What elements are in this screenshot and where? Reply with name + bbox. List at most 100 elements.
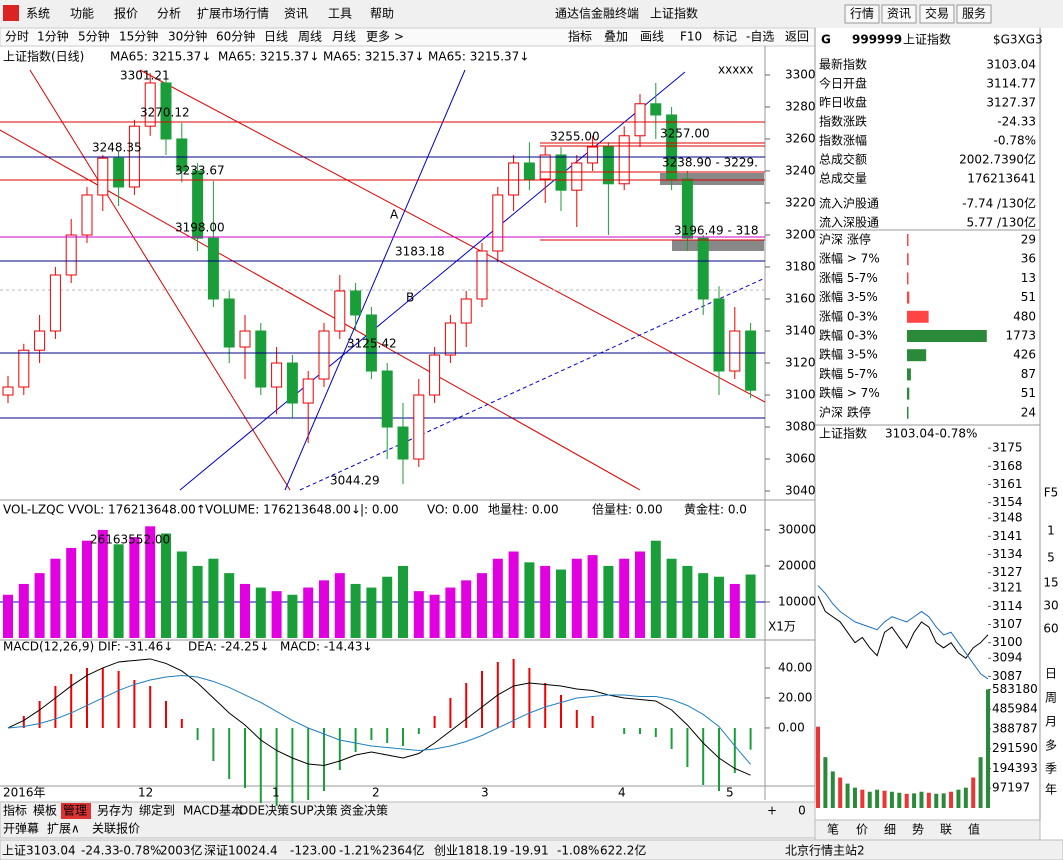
tab[interactable]: 管理	[63, 803, 87, 818]
menu-item[interactable]: 扩展市场行情	[197, 6, 269, 21]
y-tick-label: 3154	[992, 495, 1023, 509]
top-button[interactable]	[919, 4, 955, 24]
breadth-label: 涨幅 3-5%	[819, 289, 878, 304]
tab[interactable]: 模板	[33, 804, 57, 818]
sidebar-button[interactable]: 60	[1043, 622, 1058, 636]
sidebar-button[interactable]: 月	[1045, 715, 1057, 729]
tool-button[interactable]: 返回	[785, 30, 809, 44]
scroll-button[interactable]: 0	[798, 804, 806, 818]
top-button-label[interactable]: 资讯	[887, 7, 911, 21]
sidebar-button[interactable]: 季	[1045, 762, 1057, 776]
candle-body	[97, 157, 109, 196]
sidebar-button[interactable]: 1	[1047, 524, 1055, 538]
price-annotation: xxxxx	[718, 63, 754, 77]
period-tab[interactable]: 15分钟	[119, 29, 158, 44]
chart-header: 上证指数(日线)	[3, 49, 84, 64]
menu-item[interactable]: 报价	[114, 6, 138, 21]
menu-item[interactable]: 资讯	[284, 7, 308, 21]
period-tab[interactable]: 更多 >	[366, 30, 404, 44]
status-item: -1.21%	[339, 844, 381, 858]
top-button-label[interactable]: 行情	[850, 7, 874, 21]
tool-button[interactable]: 叠加	[604, 30, 628, 44]
tab[interactable]: MACD基本	[183, 804, 243, 818]
ma-label: MA65: 3215.37↓	[428, 50, 529, 64]
volume-bar	[492, 558, 503, 638]
top-button-label[interactable]: 服务	[962, 6, 986, 21]
intraday-prices	[817, 595, 989, 659]
candle-body	[666, 114, 678, 180]
status-bar	[0, 839, 1063, 860]
x-tick-label: 2016年	[3, 786, 46, 800]
tool-button[interactable]: 标记	[713, 30, 737, 44]
sidebar-button[interactable]: 30	[1043, 599, 1058, 613]
tab[interactable]: 扩展∧	[47, 822, 80, 836]
menu-item[interactable]: 分析	[157, 7, 181, 21]
top-button[interactable]	[844, 4, 880, 24]
candle-body	[634, 103, 646, 137]
period-tab[interactable]: 月线	[332, 30, 356, 44]
top-button[interactable]	[881, 4, 917, 24]
candle-body	[681, 178, 693, 239]
tool-button[interactable]: F10	[680, 30, 702, 44]
y-tick-label: 3100	[992, 635, 1023, 649]
tab[interactable]: 开弹幕	[3, 822, 39, 836]
sidebar-button[interactable]: 年	[1045, 783, 1057, 797]
view-tab[interactable]: 价	[856, 823, 868, 837]
top-button[interactable]	[956, 4, 992, 24]
sidebar-button[interactable]: 5	[1047, 551, 1055, 565]
menu-item[interactable]: 帮助	[370, 7, 394, 21]
view-tab[interactable]: 细	[884, 823, 896, 837]
period-tab[interactable]: 60分钟	[216, 29, 255, 44]
tab[interactable]: DDE决策	[239, 804, 289, 818]
candle-body	[397, 426, 409, 460]
breadth-label: 沪深 跌停	[819, 404, 871, 419]
top-button-label[interactable]: 交易	[925, 6, 949, 21]
intraday-volume	[986, 689, 990, 808]
sidebar-button[interactable]: 15	[1043, 576, 1058, 590]
y-tick-label: 97197	[992, 781, 1030, 795]
tool-button[interactable]: 指标	[568, 29, 592, 44]
tab[interactable]: 绑定到	[139, 803, 175, 818]
tab[interactable]: 指标	[3, 803, 27, 818]
view-tab[interactable]: 笔	[827, 822, 839, 837]
sidebar-button[interactable]: F5	[1044, 486, 1059, 500]
view-tab[interactable]: 值	[968, 822, 980, 837]
status-item: -0.78%	[119, 844, 161, 858]
tab[interactable]: SUP决策	[290, 804, 338, 818]
period-tab[interactable]: 5分钟	[78, 29, 110, 44]
intraday-volume	[830, 771, 835, 808]
period-tab[interactable]: 30分钟	[168, 29, 207, 44]
tab[interactable]: 资金决策	[340, 803, 388, 818]
scroll-button[interactable]: +	[767, 804, 777, 818]
period-tab[interactable]: 分时	[5, 30, 29, 44]
sidebar-button[interactable]: 多	[1045, 739, 1057, 753]
menu-item[interactable]: 功能	[70, 7, 94, 21]
sidebar-button[interactable]: 周	[1045, 691, 1057, 705]
quote-code: 999999	[852, 33, 902, 47]
price-annotation: 3248.35	[92, 141, 142, 155]
status-item: 10024.4	[228, 844, 278, 858]
price-annotation: 3125.42	[347, 337, 397, 351]
tab[interactable]: 另存为	[97, 804, 133, 818]
y-tick-label: 3168	[992, 459, 1023, 473]
volume-bar	[176, 551, 187, 638]
breadth-label: 涨幅 5-7%	[819, 270, 878, 285]
status-item: 2003亿	[160, 843, 203, 858]
tool-button[interactable]: 画线	[640, 30, 664, 44]
quote-marker: G	[821, 33, 831, 47]
period-tab[interactable]: 1分钟	[37, 29, 69, 44]
view-tab[interactable]: 联	[940, 823, 952, 837]
view-tab[interactable]: 势	[912, 823, 924, 837]
period-tab[interactable]: 周线	[298, 30, 322, 44]
candle-body	[523, 162, 535, 180]
active-tab	[61, 803, 91, 819]
menu-item[interactable]: 系统	[26, 7, 50, 21]
y-tick-label: 3094	[992, 651, 1023, 665]
tab-bar	[814, 819, 1041, 841]
tab[interactable]: 关联报价	[92, 821, 140, 836]
period-tab[interactable]: 日线	[264, 30, 288, 44]
status-item: 上证	[2, 844, 26, 858]
tool-button[interactable]: -自选	[746, 30, 774, 44]
menu-item[interactable]: 工具	[328, 7, 352, 21]
sidebar-button[interactable]: 日	[1045, 667, 1057, 681]
